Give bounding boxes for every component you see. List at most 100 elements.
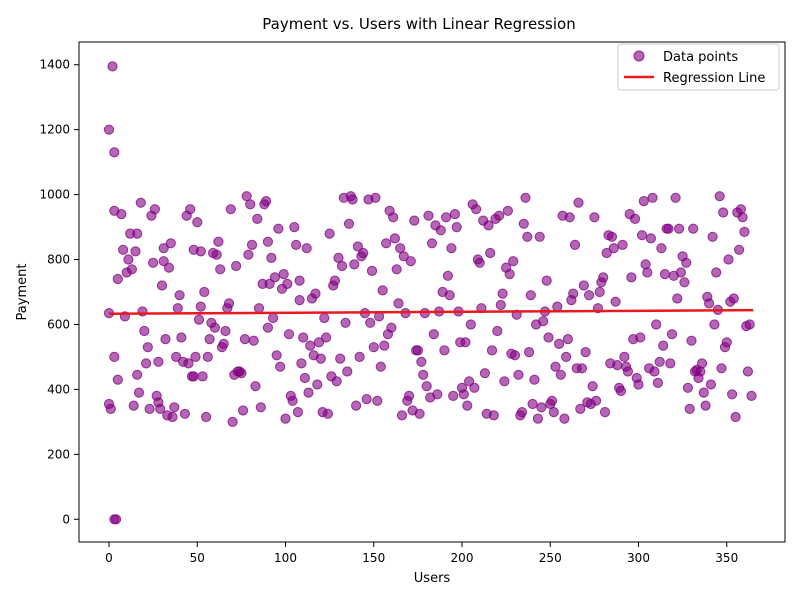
data-point [109, 351, 120, 362]
data-point [578, 280, 589, 291]
data-point [262, 236, 273, 247]
data-point [612, 360, 623, 371]
data-point [111, 514, 122, 525]
data-point [502, 205, 513, 216]
data-point [465, 319, 476, 330]
data-point [730, 411, 741, 423]
data-point [388, 212, 399, 223]
data-point [305, 340, 316, 351]
data-point [195, 301, 206, 312]
y-tick-label: 1000 [39, 188, 70, 202]
data-point [635, 332, 646, 343]
data-point [633, 379, 644, 390]
data-point [269, 272, 280, 283]
data-point [123, 254, 134, 265]
data-point [629, 213, 641, 224]
data-point [179, 408, 190, 419]
data-point [298, 332, 309, 343]
legend-box [617, 43, 780, 91]
data-point [707, 231, 718, 242]
data-point [287, 395, 298, 406]
data-point [301, 243, 312, 254]
data-point [688, 223, 699, 234]
data-point [746, 390, 757, 401]
data-point [165, 238, 176, 249]
data-point [310, 288, 321, 299]
data-point [174, 290, 185, 301]
data-point [488, 410, 499, 421]
data-point [405, 256, 416, 267]
data-point [744, 319, 755, 330]
y-tick-label: 600 [47, 317, 70, 331]
data-point [670, 192, 681, 203]
data-point [423, 210, 434, 221]
data-point [313, 337, 325, 348]
data-point [658, 340, 669, 351]
data-point [294, 295, 305, 306]
data-point [343, 218, 355, 229]
data-point [622, 366, 634, 377]
data-point [734, 244, 745, 255]
data-point [516, 407, 528, 418]
legend-label-regression: Regression Line [663, 71, 765, 86]
y-tick-label: 0 [62, 512, 70, 526]
data-point [718, 207, 729, 218]
data-point [584, 290, 595, 301]
data-point [386, 322, 397, 333]
data-point [636, 230, 648, 241]
data-point [728, 293, 739, 304]
data-point [365, 317, 376, 328]
data-point [426, 238, 438, 249]
data-point [135, 197, 146, 208]
data-point [282, 278, 293, 289]
y-axis-label: Payment [15, 264, 30, 321]
data-point [148, 257, 159, 268]
data-point [439, 345, 450, 356]
data-point [204, 334, 215, 345]
data-point [292, 407, 303, 418]
data-point [139, 325, 150, 337]
data-point [299, 372, 310, 384]
x-tick-label: 350 [715, 551, 738, 565]
data-point [497, 288, 508, 299]
data-point [735, 204, 747, 215]
data-point [266, 252, 277, 263]
data-point [223, 298, 235, 309]
data-point [704, 298, 715, 309]
data-point [349, 259, 360, 270]
data-point [666, 329, 678, 340]
data-point [192, 217, 203, 228]
data-point [132, 369, 143, 380]
y-tick-label: 800 [47, 253, 70, 267]
data-point [700, 400, 711, 411]
data-point [681, 257, 692, 268]
legend-marker-points [633, 50, 645, 62]
data-point [435, 225, 446, 236]
data-point [652, 377, 664, 388]
data-point [492, 325, 503, 337]
data-point [524, 347, 535, 358]
data-point [441, 212, 452, 223]
data-point [421, 381, 432, 392]
data-point [546, 395, 558, 406]
regression-line [108, 308, 754, 316]
data-point [696, 358, 708, 369]
data-point [227, 416, 238, 427]
data-point [342, 366, 353, 377]
data-point [709, 319, 720, 330]
data-point [520, 192, 531, 203]
data-point [599, 407, 611, 418]
data-point [361, 394, 372, 405]
data-point [218, 338, 229, 349]
data-point [601, 247, 612, 259]
data-point [504, 269, 515, 280]
data-point [155, 403, 166, 414]
data-point [598, 272, 609, 283]
data-point [509, 350, 521, 361]
data-point [642, 267, 653, 278]
data-point [366, 265, 378, 276]
data-point [372, 395, 383, 406]
data-point [238, 405, 249, 416]
data-point [202, 351, 213, 362]
